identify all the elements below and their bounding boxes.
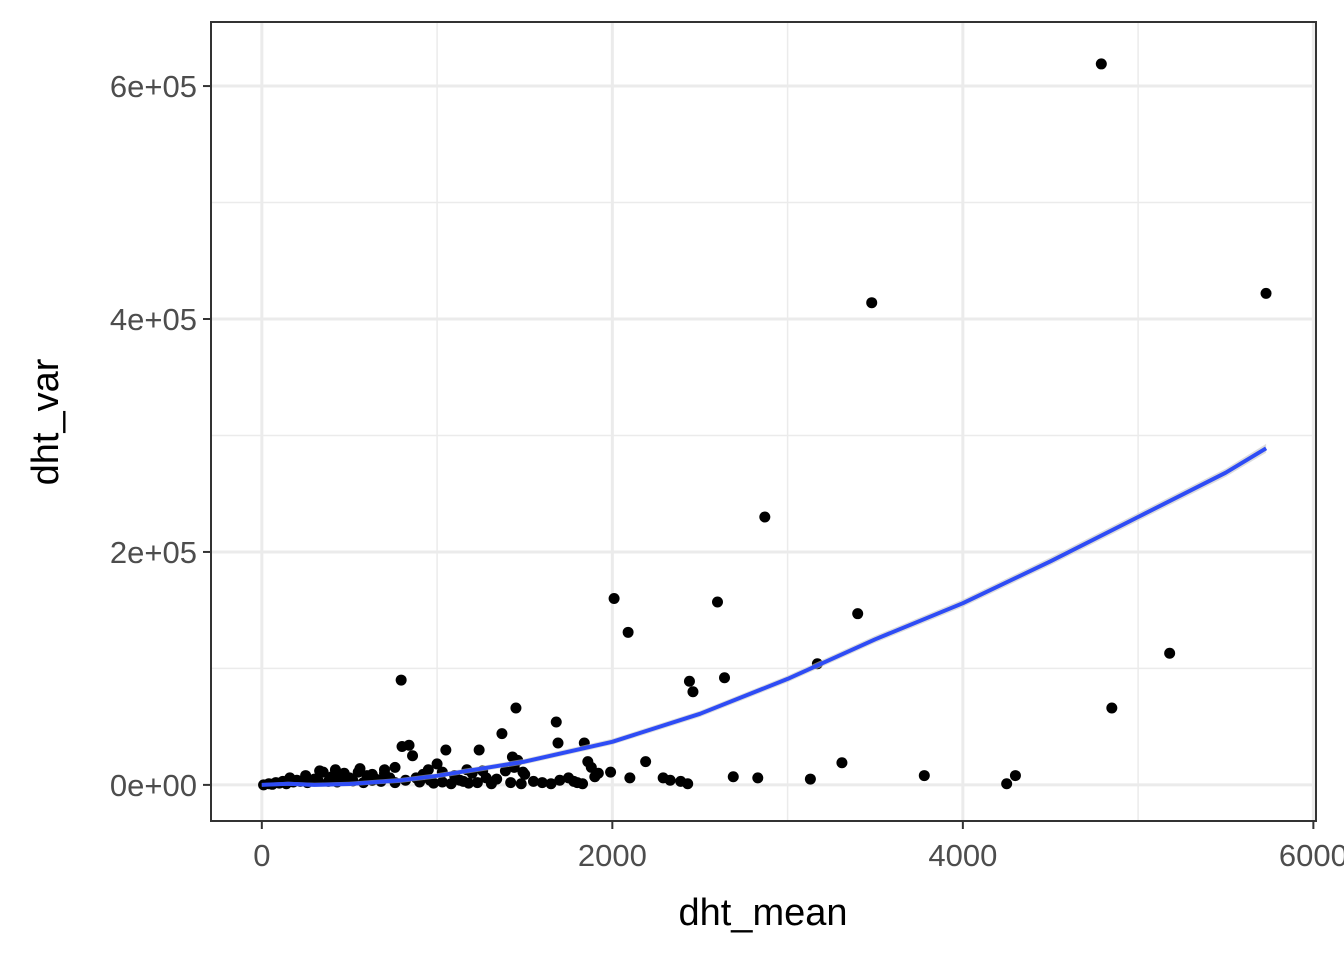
data-point <box>329 764 341 776</box>
data-point <box>852 608 864 620</box>
data-point <box>683 675 695 687</box>
x-tick-label: 2000 <box>578 838 647 873</box>
data-point <box>403 739 415 751</box>
data-point <box>719 672 731 684</box>
data-point <box>624 772 636 784</box>
y-tick-label: 6e+05 <box>110 69 197 104</box>
data-point <box>536 777 548 789</box>
data-point <box>1260 287 1272 299</box>
data-point <box>727 771 739 783</box>
data-point <box>759 511 771 523</box>
x-axis-ticks: 0 2000 4000 6000 <box>253 821 1344 873</box>
data-point <box>687 686 699 698</box>
x-axis-title: dht_mean <box>678 892 847 934</box>
smooth-line <box>261 446 1268 787</box>
y-axis-title: dht_var <box>25 358 67 485</box>
data-point <box>866 297 878 309</box>
data-point <box>395 674 407 686</box>
data-point <box>485 778 497 790</box>
data-point <box>605 766 617 778</box>
y-axis-ticks: 0e+00 2e+05 4e+05 6e+05 <box>110 69 211 803</box>
data-point <box>471 777 483 789</box>
data-point <box>445 778 457 790</box>
data-point <box>550 716 562 728</box>
data-point <box>577 778 589 790</box>
data-point <box>354 763 366 775</box>
data-point <box>622 626 634 638</box>
data-point <box>1106 702 1118 714</box>
data-point <box>552 737 564 749</box>
data-point <box>440 744 452 756</box>
plot-background <box>211 22 1316 821</box>
data-point <box>496 728 508 740</box>
data-point <box>1001 778 1013 790</box>
data-point <box>428 777 440 789</box>
data-point <box>436 776 448 788</box>
data-point <box>682 778 694 790</box>
y-tick-label: 0e+00 <box>110 768 197 803</box>
data-point <box>431 758 443 770</box>
data-point <box>1164 647 1176 659</box>
y-tick-label: 4e+05 <box>110 302 197 337</box>
data-point <box>836 757 848 769</box>
data-point <box>366 768 378 780</box>
data-point <box>640 756 652 768</box>
data-point <box>918 770 930 782</box>
data-point <box>1095 58 1107 70</box>
data-point <box>338 767 350 779</box>
minor-gridlines <box>211 22 1316 821</box>
data-point <box>510 702 522 714</box>
data-point <box>463 777 475 789</box>
data-point <box>505 777 517 789</box>
data-point <box>608 593 620 605</box>
data-point <box>804 773 816 785</box>
data-point <box>568 775 580 787</box>
data-point <box>554 774 566 786</box>
data-point <box>589 771 601 783</box>
data-point <box>422 764 434 776</box>
data-point <box>473 744 485 756</box>
data-point <box>379 764 391 776</box>
y-tick-label: 2e+05 <box>110 535 197 570</box>
smooth-trend <box>261 443 1268 787</box>
data-point <box>527 775 539 787</box>
x-tick-label: 4000 <box>928 838 997 873</box>
data-point <box>752 772 764 784</box>
data-point <box>1009 770 1021 782</box>
data-point <box>515 778 527 790</box>
data-point <box>711 596 723 608</box>
data-point <box>499 765 511 777</box>
data-point <box>407 750 419 762</box>
x-tick-label: 6000 <box>1279 838 1344 873</box>
plot-border <box>210 21 1317 822</box>
data-point <box>454 774 466 786</box>
x-tick-label: 0 <box>253 838 270 873</box>
data-point <box>314 765 326 777</box>
data-point <box>389 761 401 773</box>
data-point <box>664 774 676 786</box>
data-point <box>545 778 557 790</box>
data-point <box>517 766 529 778</box>
